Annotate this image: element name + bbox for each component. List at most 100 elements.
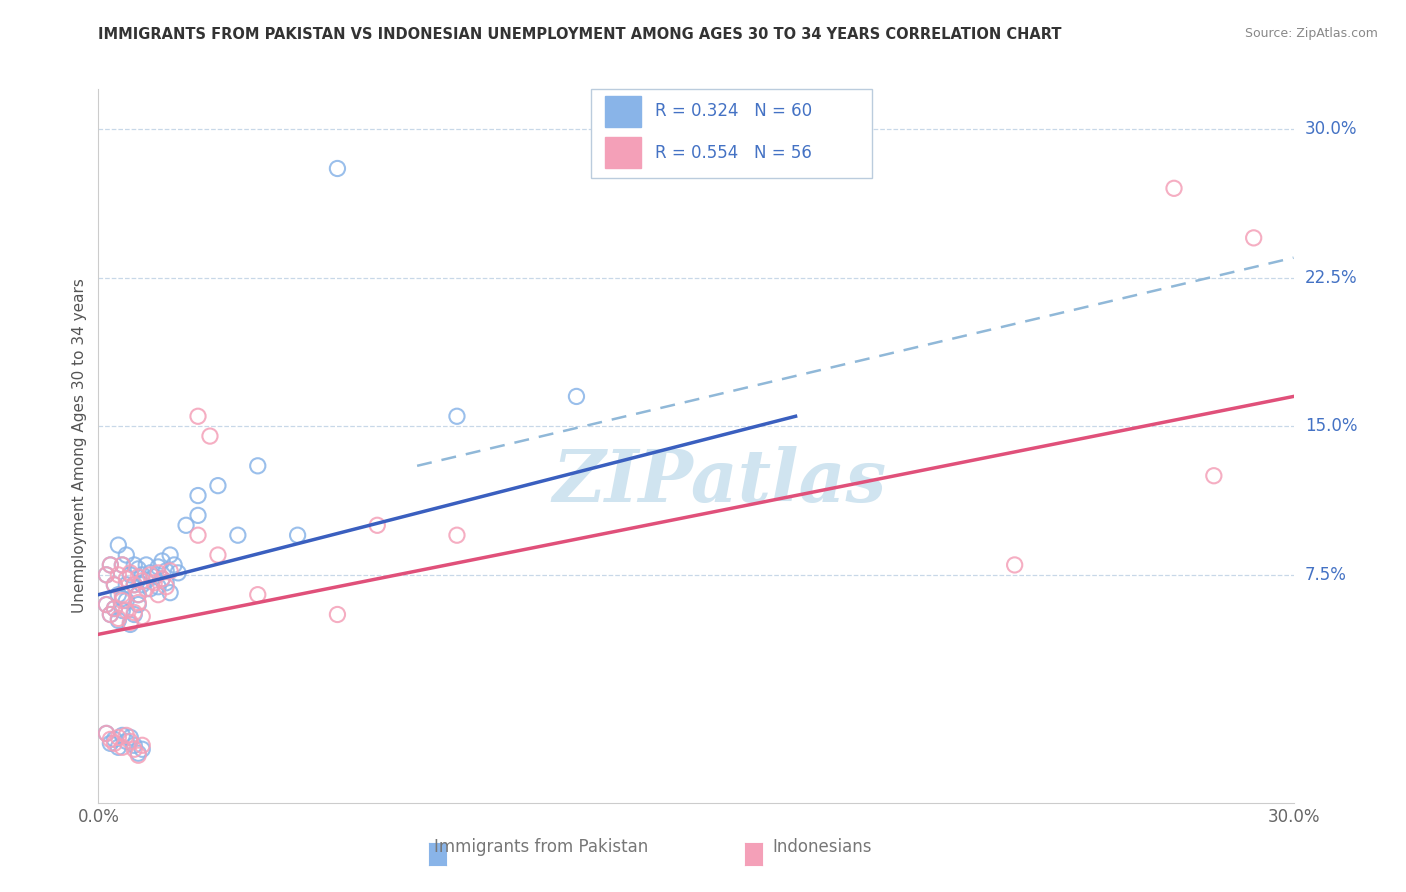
- Point: [127, 748, 149, 763]
- Point: [207, 478, 229, 492]
- Point: [1202, 468, 1225, 483]
- Point: [115, 603, 138, 617]
- FancyBboxPatch shape: [605, 96, 641, 127]
- Point: [174, 518, 197, 533]
- Point: [131, 567, 153, 582]
- Point: [187, 528, 209, 542]
- Point: [120, 567, 142, 582]
- Point: [96, 598, 118, 612]
- Point: [124, 578, 146, 592]
- Point: [111, 588, 134, 602]
- Point: [1004, 558, 1026, 572]
- Point: [115, 734, 138, 748]
- Point: [98, 558, 122, 572]
- Point: [96, 726, 118, 740]
- Point: [96, 726, 118, 740]
- Y-axis label: Unemployment Among Ages 30 to 34 years: Unemployment Among Ages 30 to 34 years: [72, 278, 87, 614]
- Point: [131, 574, 153, 588]
- Point: [148, 560, 170, 574]
- Point: [111, 603, 134, 617]
- Point: [207, 548, 229, 562]
- Point: [120, 734, 142, 748]
- Point: [159, 548, 181, 562]
- FancyBboxPatch shape: [591, 89, 872, 178]
- Point: [107, 731, 129, 745]
- Point: [150, 572, 173, 586]
- Text: Immigrants from Pakistan: Immigrants from Pakistan: [434, 838, 648, 856]
- Point: [326, 607, 349, 622]
- Point: [115, 572, 138, 586]
- Point: [120, 617, 142, 632]
- Point: [135, 582, 157, 596]
- Point: [111, 740, 134, 755]
- Point: [111, 593, 134, 607]
- Point: [187, 409, 209, 424]
- Point: [143, 570, 166, 584]
- Point: [131, 739, 153, 753]
- Point: [167, 566, 190, 580]
- Point: [287, 528, 309, 542]
- Point: [163, 558, 186, 572]
- Point: [366, 518, 388, 533]
- Point: [124, 558, 146, 572]
- Point: [120, 615, 142, 630]
- Point: [148, 580, 170, 594]
- FancyBboxPatch shape: [605, 137, 641, 168]
- Point: [98, 607, 122, 622]
- Point: [96, 598, 118, 612]
- Point: [96, 567, 118, 582]
- Point: [226, 528, 249, 542]
- Point: [98, 607, 122, 622]
- Point: [115, 578, 138, 592]
- Point: [111, 591, 134, 606]
- Point: [159, 564, 181, 578]
- Point: [246, 458, 269, 473]
- Text: R = 0.324   N = 60: R = 0.324 N = 60: [655, 103, 813, 120]
- Point: [155, 580, 177, 594]
- Text: 7.5%: 7.5%: [1305, 566, 1347, 584]
- Text: ZIPatlas: ZIPatlas: [553, 446, 887, 517]
- Point: [127, 588, 149, 602]
- Point: [155, 575, 177, 590]
- Point: [127, 596, 149, 610]
- Text: Indonesians: Indonesians: [773, 838, 872, 856]
- Point: [103, 601, 125, 615]
- Point: [131, 609, 153, 624]
- Text: Source: ZipAtlas.com: Source: ZipAtlas.com: [1244, 27, 1378, 40]
- Point: [111, 728, 134, 742]
- Point: [103, 578, 125, 592]
- Point: [326, 161, 349, 176]
- Point: [124, 742, 146, 756]
- Point: [135, 574, 157, 588]
- Point: [127, 570, 149, 584]
- Point: [120, 566, 142, 580]
- Text: IMMIGRANTS FROM PAKISTAN VS INDONESIAN UNEMPLOYMENT AMONG AGES 30 TO 34 YEARS CO: IMMIGRANTS FROM PAKISTAN VS INDONESIAN U…: [98, 27, 1062, 42]
- Point: [107, 567, 129, 582]
- Point: [98, 558, 122, 572]
- Point: [155, 564, 177, 578]
- Text: 15.0%: 15.0%: [1305, 417, 1357, 435]
- Point: [143, 575, 166, 590]
- Point: [103, 578, 125, 592]
- Point: [98, 732, 122, 747]
- Point: [127, 746, 149, 760]
- Point: [150, 554, 173, 568]
- Point: [1163, 181, 1185, 195]
- Text: 30.0%: 30.0%: [1305, 120, 1357, 138]
- Point: [120, 731, 142, 745]
- Point: [115, 593, 138, 607]
- Text: R = 0.554   N = 56: R = 0.554 N = 56: [655, 144, 813, 161]
- Point: [565, 389, 588, 403]
- Point: [103, 601, 125, 615]
- Point: [124, 607, 146, 622]
- Point: [446, 409, 468, 424]
- Point: [131, 578, 153, 592]
- Point: [103, 736, 125, 750]
- Point: [107, 740, 129, 755]
- Point: [198, 429, 221, 443]
- Point: [115, 728, 138, 742]
- Point: [246, 588, 269, 602]
- Point: [148, 588, 170, 602]
- Point: [107, 611, 129, 625]
- Point: [124, 739, 146, 753]
